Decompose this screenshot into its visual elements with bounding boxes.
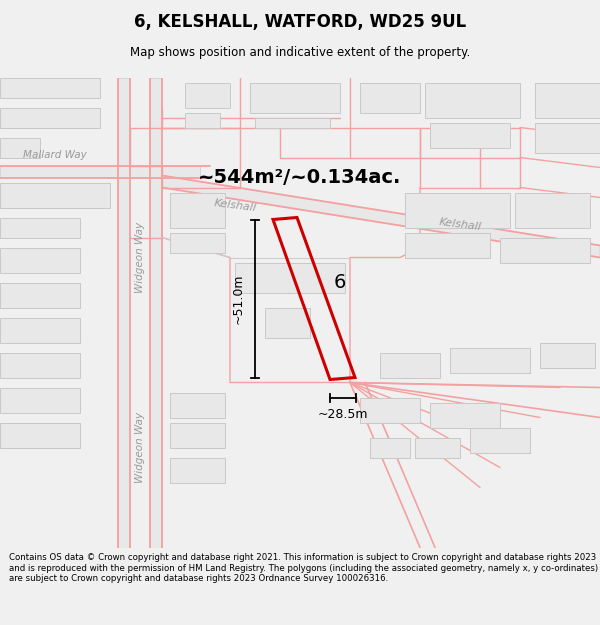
Polygon shape [500, 238, 590, 262]
Polygon shape [425, 82, 520, 118]
Polygon shape [0, 107, 100, 127]
Polygon shape [0, 166, 200, 177]
Polygon shape [540, 342, 595, 367]
Text: ~28.5m: ~28.5m [318, 408, 368, 421]
Polygon shape [0, 352, 80, 377]
Polygon shape [0, 182, 110, 208]
Polygon shape [150, 78, 162, 548]
Polygon shape [0, 217, 80, 238]
Text: 6, KELSHALL, WATFORD, WD25 9UL: 6, KELSHALL, WATFORD, WD25 9UL [134, 13, 466, 31]
Text: ~544m²/~0.134ac.: ~544m²/~0.134ac. [199, 168, 401, 187]
Polygon shape [405, 192, 510, 228]
Polygon shape [535, 122, 600, 152]
Polygon shape [0, 248, 80, 272]
Polygon shape [170, 422, 225, 447]
Polygon shape [185, 112, 220, 128]
Polygon shape [170, 192, 225, 228]
Polygon shape [415, 438, 460, 458]
Polygon shape [470, 428, 530, 452]
Polygon shape [370, 438, 410, 458]
Polygon shape [170, 458, 225, 482]
Polygon shape [515, 192, 590, 228]
Polygon shape [0, 318, 80, 342]
Text: Kelshall: Kelshall [438, 217, 482, 232]
Polygon shape [170, 232, 225, 253]
Polygon shape [0, 78, 100, 98]
Text: ~51.0m: ~51.0m [232, 273, 245, 324]
Text: 6: 6 [334, 273, 346, 292]
Polygon shape [380, 352, 440, 377]
Polygon shape [0, 388, 80, 412]
Text: Widgeon Way: Widgeon Way [135, 222, 145, 293]
Polygon shape [535, 82, 600, 118]
Polygon shape [450, 348, 530, 372]
Polygon shape [255, 118, 330, 127]
Polygon shape [430, 402, 500, 428]
Polygon shape [0, 422, 80, 447]
Polygon shape [0, 138, 40, 158]
Polygon shape [235, 262, 345, 292]
Polygon shape [360, 398, 420, 422]
Polygon shape [170, 392, 225, 418]
Polygon shape [118, 78, 130, 548]
Polygon shape [250, 82, 340, 112]
Text: Contains OS data © Crown copyright and database right 2021. This information is : Contains OS data © Crown copyright and d… [9, 553, 598, 583]
Polygon shape [185, 82, 230, 107]
Polygon shape [162, 176, 600, 258]
Polygon shape [430, 122, 510, 148]
Text: Map shows position and indicative extent of the property.: Map shows position and indicative extent… [130, 46, 470, 59]
Text: Widgeon Way: Widgeon Way [135, 412, 145, 483]
Text: Mallard Way: Mallard Way [23, 149, 87, 159]
Polygon shape [405, 232, 490, 258]
Polygon shape [265, 308, 310, 338]
Text: Kelshall: Kelshall [213, 198, 257, 213]
Polygon shape [360, 82, 420, 112]
Polygon shape [0, 282, 80, 308]
